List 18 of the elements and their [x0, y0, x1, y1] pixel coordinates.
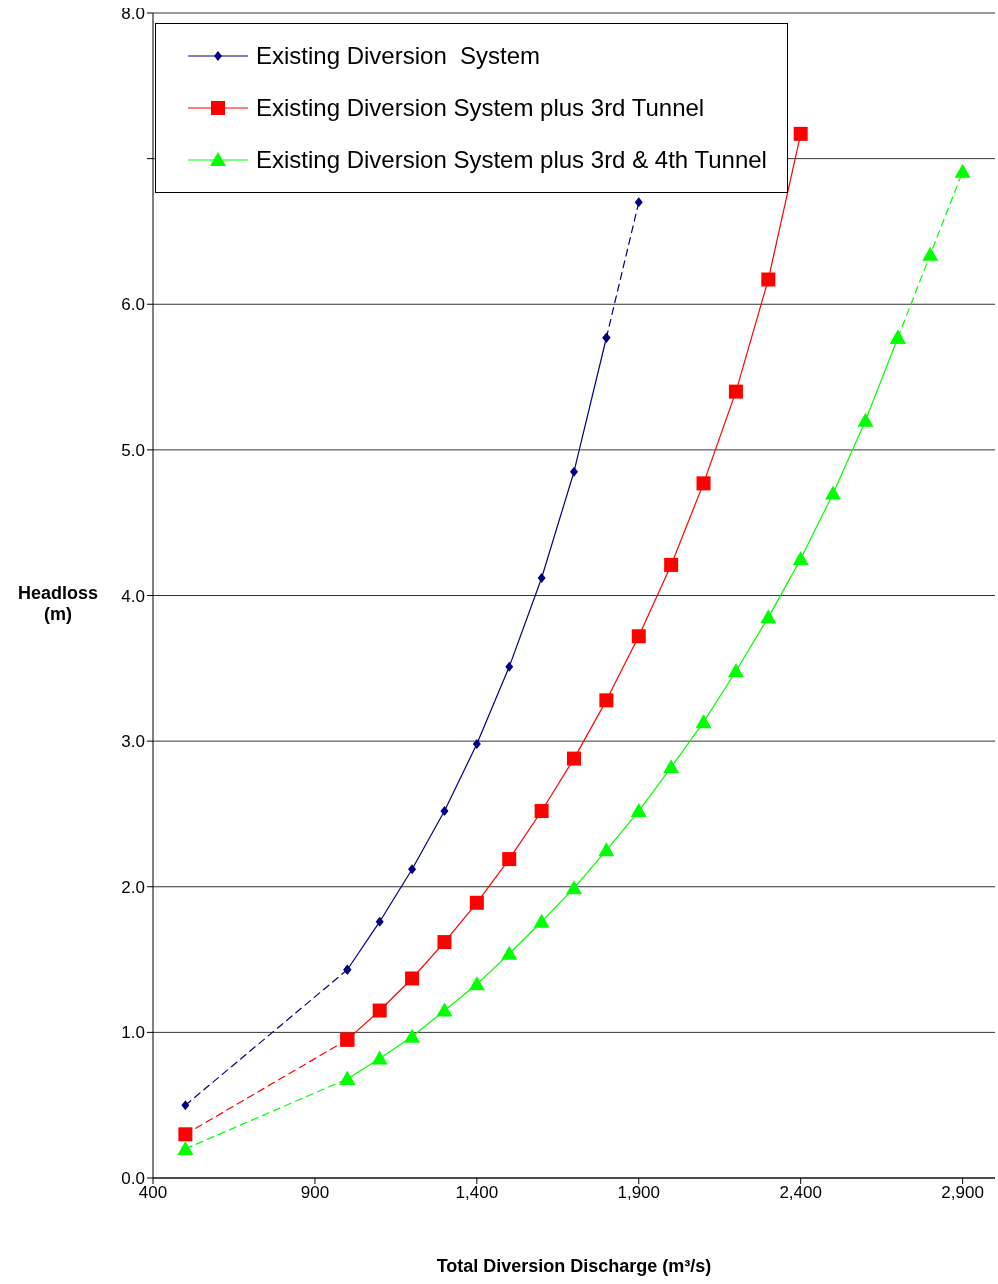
x-axis-title: Total Diversion Discharge (m³/s)	[435, 1256, 713, 1277]
x-tick-label: 1,400	[455, 1183, 499, 1203]
y-tick-label: 4.0	[121, 586, 145, 606]
y-tick-label: 2.0	[121, 877, 145, 897]
x-tick-label: 1,900	[617, 1183, 661, 1203]
y-tick-label: 3.0	[121, 732, 145, 752]
y-tick-label: 6.0	[121, 295, 145, 315]
x-tick-label: 2,900	[941, 1183, 984, 1203]
y-tick-label: 8.0	[121, 4, 145, 24]
y-tick-label: 5.0	[121, 440, 145, 460]
legend-label: Existing Diversion System plus 3rd & 4th Tunnel	[256, 146, 767, 174]
y-axis-title: Headloss (m)	[16, 583, 99, 625]
x-tick-label: 2,400	[779, 1183, 822, 1203]
x-tick-label: 400	[138, 1183, 168, 1203]
y-tick-label: 1.0	[121, 1023, 145, 1043]
legend-label: Existing Diversion System plus 3rd Tunnel	[256, 94, 705, 122]
x-tick-label: 900	[300, 1183, 330, 1203]
legend-label: Existing Diversion System	[256, 42, 541, 70]
